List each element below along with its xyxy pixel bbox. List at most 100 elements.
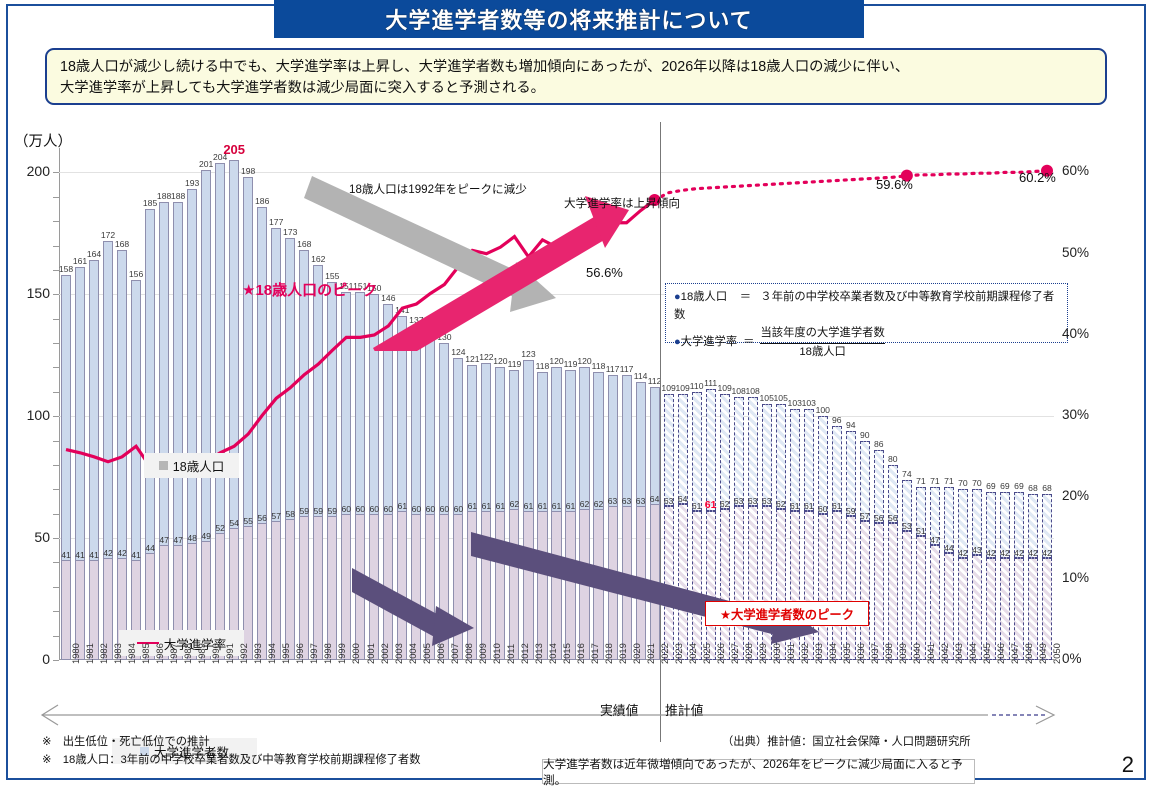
x-axis-year-label: 2007: [448, 643, 460, 664]
gridline: [59, 172, 1054, 174]
bullet-icon: ●: [674, 291, 681, 303]
legend-rate: 大学進学率: [119, 630, 244, 656]
y-axis-tick: [53, 221, 59, 223]
bar-enrollment-segment: [901, 530, 912, 660]
page-number: 2: [1121, 752, 1134, 777]
bar-enrollment-segment: [663, 506, 674, 660]
bar-population-segment: [159, 201, 170, 546]
bar-value-label-enrollment: 48: [187, 532, 197, 543]
bar-enrollment-segment: [761, 506, 772, 660]
bar-population-segment: [1027, 494, 1038, 558]
y-axis-left-label: 0: [42, 651, 50, 667]
bar-enrollment-segment: [509, 508, 520, 660]
x-axis-year-label: 1984: [126, 643, 138, 664]
bar-value-label-enrollment: 61: [481, 501, 492, 512]
x-axis-year-label: 2033: [812, 643, 824, 664]
x-axis-year-label: 2002: [378, 643, 390, 664]
y-axis-tick: [53, 611, 59, 613]
bar-value-label-enrollment: 60: [355, 503, 366, 514]
bar-enrollment-segment: [299, 516, 310, 660]
bar-column: [1013, 491, 1024, 660]
axis-range-brace: [40, 704, 1056, 726]
bar-enrollment-segment: [537, 511, 548, 660]
bar-value-label-enrollment: 63: [761, 496, 772, 507]
legend-enrollment-label: 大学進学者数: [153, 745, 229, 760]
y-axis-right-label: 10%: [1062, 569, 1090, 585]
bar-column: [327, 282, 338, 660]
x-axis-year-label: 2026: [714, 643, 726, 664]
bar-enrollment-segment: [747, 506, 758, 660]
bar-population-segment: [271, 228, 282, 522]
bar-population-segment: [873, 450, 884, 524]
rate-2040-label: 59.6%: [876, 177, 913, 192]
bar-population-segment: [845, 430, 856, 517]
bar-value-label-enrollment: 62: [579, 498, 590, 509]
bar-value-label-enrollment: 60: [341, 503, 352, 514]
x-axis-year-label: 2050: [1051, 643, 1063, 664]
rate-2050-label: 60.2%: [1019, 170, 1056, 185]
bar-enrollment-segment: [915, 535, 926, 660]
bar-column: [243, 177, 254, 660]
bar-column: [285, 238, 296, 660]
bar-value-label-enrollment: 51: [916, 525, 926, 536]
bar-column: [873, 450, 884, 660]
actual-projection-divider: [660, 122, 662, 742]
bar-enrollment-segment: [803, 511, 814, 660]
y-axis-tick: [53, 513, 59, 515]
x-axis-year-label: 2004: [406, 643, 418, 664]
legend-enrollment-swatch: [139, 746, 149, 756]
bar-population-segment: [677, 394, 688, 504]
bar-value-label-enrollment: 61: [467, 501, 478, 512]
bar-population-segment: [859, 440, 870, 522]
bar-enrollment-segment: [691, 511, 702, 660]
x-axis-year-label: 2035: [840, 643, 852, 664]
bar-value-label-enrollment: 53: [902, 520, 912, 531]
bar-population-segment: [999, 491, 1010, 558]
page-title: 大学進学者数等の将来推計について: [274, 0, 864, 38]
bar-enrollment-segment: [257, 523, 268, 660]
bar-value-label-population: 105: [759, 393, 774, 403]
x-axis-year-label: 2006: [434, 643, 446, 664]
bar-value-label-population: 177: [269, 217, 284, 228]
y-axis-right-label: 30%: [1062, 407, 1090, 423]
y-axis-tick: [53, 343, 59, 345]
bar-value-label-enrollment: 64: [677, 493, 688, 504]
bar-value-label-enrollment: 60: [817, 503, 828, 514]
bar-value-label-population: 108: [745, 385, 760, 396]
bar-value-label-population: 103: [787, 397, 802, 408]
bar-population-segment: [495, 367, 506, 512]
y-axis-left-label: 50: [34, 529, 50, 546]
y-axis-unit-label: （万人）: [14, 134, 72, 150]
bar-value-label-enrollment: 62: [775, 498, 786, 509]
bar-value-label-enrollment: 61: [831, 501, 842, 512]
bar-column: [985, 491, 996, 660]
bar-value-label-population: 172: [100, 229, 116, 240]
bar-value-label-population: 188: [170, 190, 186, 201]
bar-column: [831, 425, 842, 660]
bar-enrollment-segment: [551, 511, 562, 660]
definition-box: ●18歳人口 ＝ ３年前の中学校卒業者数及び中等教育学校前期課程修了者数 ● 大学…: [665, 283, 1068, 358]
enrollment-peak-arrow-left: [352, 568, 474, 646]
x-axis-year-label: 2037: [869, 643, 880, 664]
bar-value-label-population: 70: [972, 478, 982, 489]
y-axis-tick: [53, 391, 59, 393]
bar-value-label-population: 173: [283, 227, 298, 238]
bar-value-label-population: 205: [223, 142, 246, 158]
bar-value-label-enrollment: 54: [229, 518, 239, 529]
x-axis-year-label: 2040: [911, 643, 923, 664]
bar-column: [901, 479, 912, 660]
bar-column: [705, 389, 716, 660]
bar-population-segment: [411, 325, 422, 514]
x-axis-year-label: 1989: [196, 643, 208, 664]
bar-population-segment: [929, 486, 940, 546]
bar-population-segment: [887, 464, 898, 524]
bar-value-label-enrollment: 61: [537, 501, 548, 512]
bar-enrollment-segment: [173, 545, 184, 660]
bar-value-label-enrollment: 60: [411, 503, 422, 514]
peak-population-star: ★18歳人口のピーク: [242, 282, 378, 299]
definition-value-population: ３年前の中学校卒業者数及び中等教育学校前期課程修了者数: [674, 291, 1055, 321]
x-axis-year-label: 2046: [995, 643, 1007, 664]
bar-value-label-enrollment: 43: [972, 545, 982, 556]
bar-column: [691, 391, 702, 660]
bar-population-segment: [733, 396, 744, 507]
